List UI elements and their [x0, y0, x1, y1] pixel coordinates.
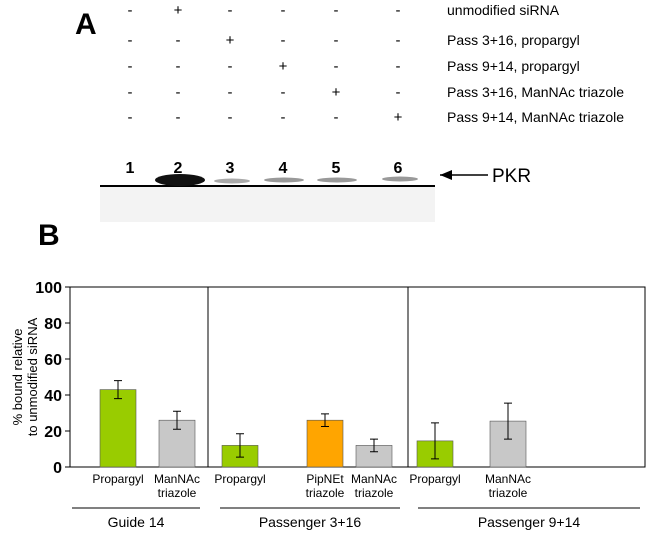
gel [100, 187, 435, 222]
y-tick-label: 80 [44, 316, 62, 333]
sign: + [174, 2, 183, 19]
sign: + [332, 84, 341, 101]
treatment-label: unmodified siRNA [447, 2, 560, 18]
category-label: ManNAc triazole [154, 472, 200, 500]
sign: - [176, 84, 181, 101]
sign: - [334, 109, 339, 126]
sign: + [279, 58, 288, 75]
panel-label: B [38, 219, 60, 252]
group-label: Passenger 9+14 [478, 514, 581, 530]
sign: - [334, 32, 339, 49]
sign: - [176, 32, 181, 49]
treatment-label: Pass 3+16, propargyl [447, 32, 580, 48]
sign: - [128, 2, 133, 19]
sign: - [396, 58, 401, 75]
category-label: Propargyl [92, 472, 143, 486]
error-bar [431, 422, 439, 460]
category-label: Propargyl [214, 472, 265, 486]
sign: - [128, 32, 133, 49]
sign: - [396, 2, 401, 19]
band-label: PKR [492, 166, 531, 187]
sign: - [281, 32, 286, 49]
lane-number: 1 [126, 160, 135, 177]
sign: - [334, 58, 339, 75]
sign: - [228, 58, 233, 75]
error-bar [236, 433, 244, 458]
treatment-label: Pass 3+16, ManNAc triazole [447, 84, 624, 100]
gel-band [317, 177, 357, 183]
group-label: Guide 14 [108, 514, 165, 530]
lane-number: 5 [332, 160, 341, 177]
y-tick-label: 20 [44, 424, 62, 441]
sign: - [228, 84, 233, 101]
sign: - [128, 58, 133, 75]
category-label: ManNAc triazole [351, 472, 397, 500]
sign: + [394, 109, 403, 126]
gel-band [155, 174, 205, 186]
error-bar [173, 410, 181, 430]
y-tick-label: 40 [44, 388, 62, 405]
y-axis-label: % bound relativeto unmodified siRNA [10, 317, 40, 436]
sign: - [281, 109, 286, 126]
category-label: ManNAc triazole [485, 472, 531, 500]
sign: - [128, 109, 133, 126]
lane-number: 3 [226, 160, 235, 177]
sign: - [396, 32, 401, 49]
gel-band [214, 178, 250, 184]
sign: - [228, 109, 233, 126]
sign: - [396, 84, 401, 101]
sign: - [128, 84, 133, 101]
y-tick-label: 100 [35, 280, 62, 297]
sign: - [281, 84, 286, 101]
lane-number: 6 [394, 160, 403, 177]
sign: - [176, 58, 181, 75]
panel-label: A [75, 8, 97, 41]
category-label: PipNEt triazole [306, 472, 345, 500]
sign: + [226, 32, 235, 49]
group-label: Passenger 3+16 [259, 514, 362, 530]
lane-number: 4 [279, 160, 288, 177]
arrow-head [440, 170, 452, 180]
y-tick-label: 0 [53, 460, 62, 477]
treatment-label: Pass 9+14, propargyl [447, 58, 580, 74]
error-bar [504, 402, 512, 440]
error-bar [114, 380, 122, 400]
error-bar [321, 413, 329, 427]
sign: - [176, 109, 181, 126]
sign: - [281, 2, 286, 19]
sign: - [334, 2, 339, 19]
treatment-label: Pass 9+14, ManNAc triazole [447, 109, 624, 125]
bar [99, 389, 137, 468]
category-label: Propargyl [409, 472, 460, 486]
gel-band [382, 176, 418, 182]
gel-band [264, 177, 304, 183]
bar [306, 419, 344, 468]
sign: - [228, 2, 233, 19]
lane-number: 2 [174, 160, 183, 177]
plot-frame [69, 286, 646, 468]
error-bar [370, 438, 378, 453]
y-tick-label: 60 [44, 352, 62, 369]
